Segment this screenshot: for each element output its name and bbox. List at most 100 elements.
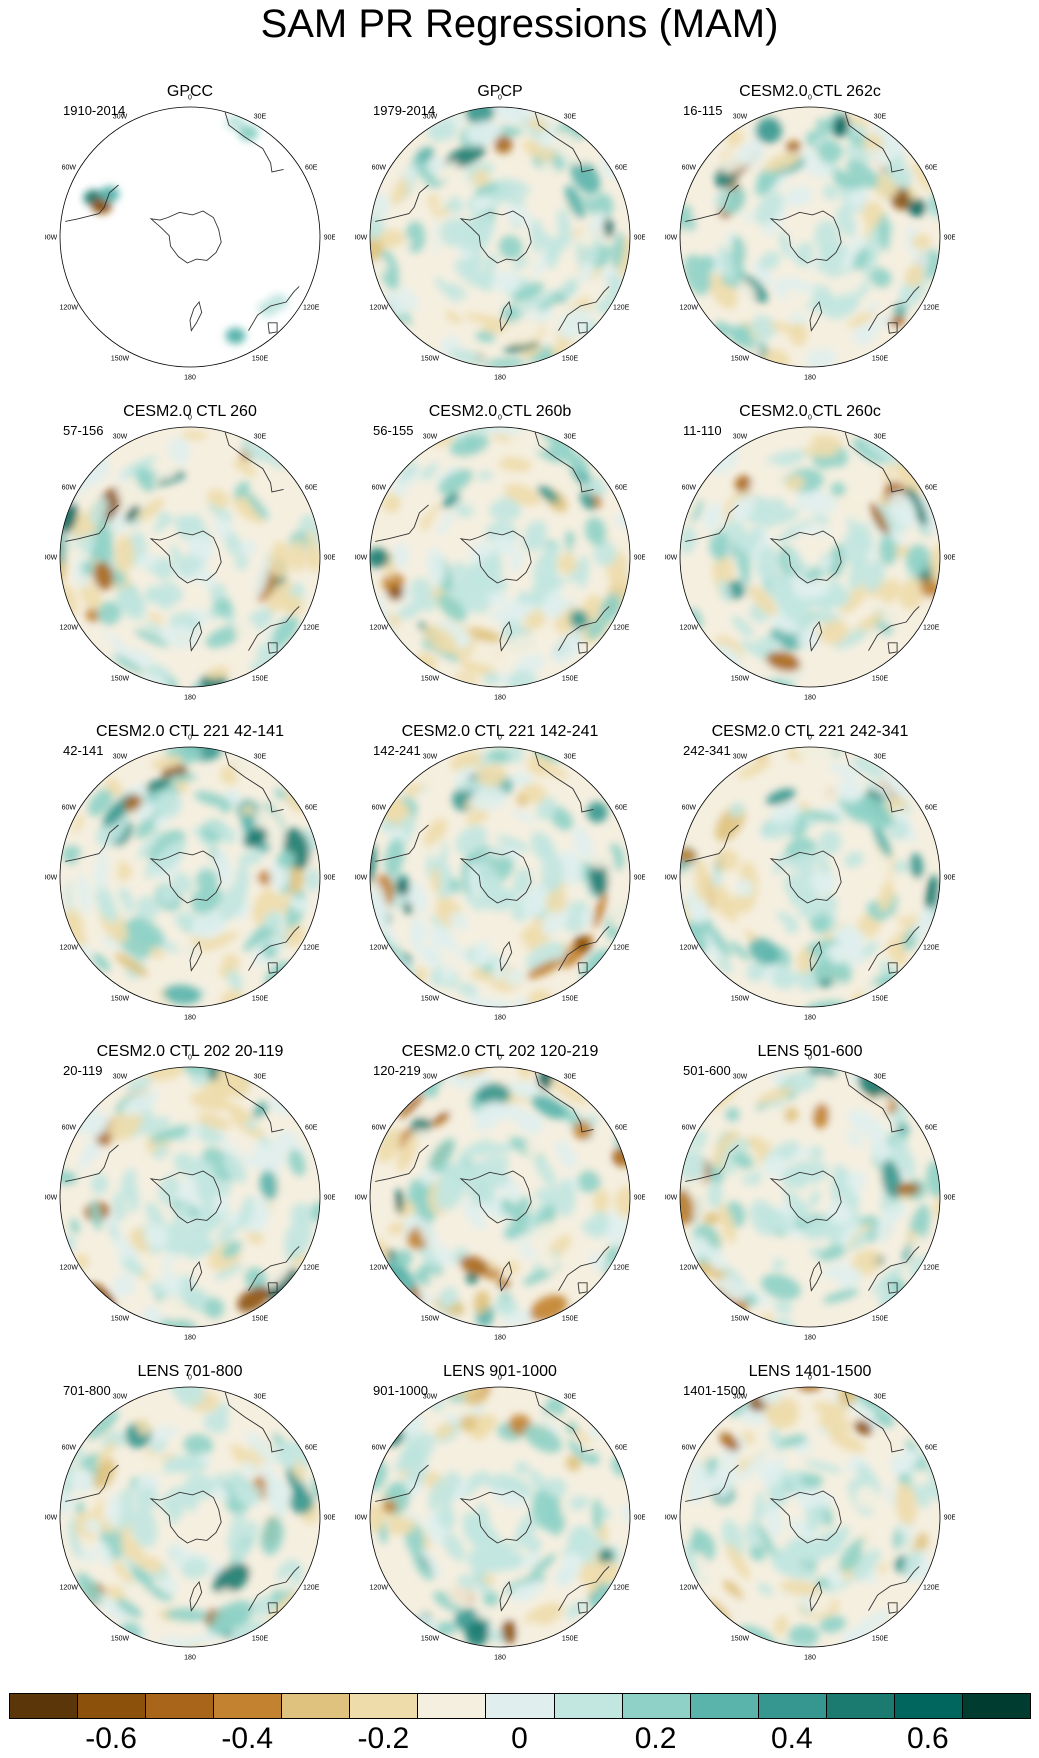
precip-anomaly bbox=[453, 673, 480, 684]
precip-anomaly bbox=[736, 878, 754, 898]
longitude-label: 30E bbox=[874, 1073, 887, 1080]
coastline bbox=[534, 112, 594, 173]
longitude-label: 90W bbox=[45, 875, 58, 882]
coastline bbox=[769, 530, 842, 584]
longitude-label: 90E bbox=[324, 235, 335, 242]
precip-anomaly bbox=[279, 1575, 293, 1592]
precip-anomaly bbox=[826, 1566, 843, 1588]
precip-anomaly bbox=[137, 829, 163, 860]
precip-anomaly bbox=[748, 938, 780, 965]
longitude-label: 150E bbox=[872, 1636, 889, 1643]
precip-anomaly bbox=[90, 1200, 102, 1231]
precip-anomaly bbox=[721, 891, 737, 924]
precip-anomaly bbox=[500, 1198, 518, 1217]
polar-map: 0 30E 60E 90E 120E 150E 180 150W 120W 90W 60W 30W bbox=[665, 735, 955, 1022]
precip-anomaly bbox=[718, 579, 732, 603]
precip-anomaly bbox=[785, 140, 801, 153]
precip-anomaly bbox=[134, 629, 169, 647]
polar-map: 0 30E 60E 90E 120E 150E 180 150W 120W 90W 60W 30W bbox=[665, 95, 955, 382]
precip-anomaly bbox=[430, 1111, 451, 1127]
precip-anomaly bbox=[680, 226, 690, 249]
coastline bbox=[248, 926, 300, 971]
precip-anomaly bbox=[99, 809, 129, 848]
precip-anomaly bbox=[822, 1288, 860, 1304]
precip-anomaly bbox=[155, 791, 182, 818]
precip-anomaly bbox=[254, 808, 285, 849]
coastline bbox=[499, 1261, 513, 1292]
precip-anomaly bbox=[577, 228, 597, 248]
coastline bbox=[844, 1392, 904, 1453]
colorbar-swatch bbox=[77, 1693, 147, 1719]
precip-anomaly bbox=[555, 245, 581, 283]
longitude-label: 120W bbox=[680, 625, 699, 632]
precip-anomaly bbox=[197, 567, 217, 590]
colorbar-swatch bbox=[281, 1693, 351, 1719]
longitude-label: 30E bbox=[564, 753, 577, 760]
precip-anomaly bbox=[832, 269, 866, 300]
precip-anomaly bbox=[840, 582, 870, 614]
longitude-label: 90E bbox=[634, 235, 645, 242]
coastline bbox=[375, 1144, 429, 1182]
map-border bbox=[59, 106, 321, 368]
precip-anomaly bbox=[370, 844, 376, 885]
precip-anomaly bbox=[835, 207, 857, 237]
precip-anomaly bbox=[212, 1563, 250, 1595]
precip-anomaly bbox=[70, 1218, 80, 1235]
precip-anomaly bbox=[598, 1548, 614, 1565]
precip-anomaly bbox=[746, 960, 766, 982]
precip-anomaly bbox=[887, 159, 913, 189]
precip-anomaly bbox=[370, 216, 386, 241]
precip-anomaly bbox=[512, 256, 529, 271]
longitude-label: 90W bbox=[665, 235, 678, 242]
precip-anomaly bbox=[116, 1598, 143, 1618]
precip-anomaly bbox=[760, 1273, 801, 1300]
precip-anomaly bbox=[487, 748, 515, 764]
precip-anomaly bbox=[881, 604, 906, 628]
precip-anomaly bbox=[768, 1428, 785, 1453]
precip-anomaly bbox=[143, 585, 162, 603]
precip-anomaly bbox=[691, 185, 710, 221]
longitude-label: 150W bbox=[421, 1636, 440, 1643]
precip-anomaly bbox=[234, 762, 267, 789]
precip-anomaly bbox=[224, 532, 242, 556]
precip-anomaly bbox=[893, 860, 911, 873]
precip-anomaly bbox=[744, 1522, 761, 1549]
longitude-label: 180 bbox=[184, 1335, 196, 1342]
coastline bbox=[375, 184, 429, 222]
longitude-label: 30W bbox=[423, 1073, 438, 1080]
precip-anomaly bbox=[243, 827, 268, 848]
coastline bbox=[149, 850, 222, 904]
precip-anomaly bbox=[773, 586, 800, 609]
longitude-label: 30E bbox=[874, 433, 887, 440]
precip-anomaly bbox=[719, 1561, 729, 1574]
precip-anomaly bbox=[863, 133, 884, 154]
precip-anomaly bbox=[769, 1241, 794, 1262]
longitude-label: 30W bbox=[423, 433, 438, 440]
coastline bbox=[65, 184, 119, 222]
precip-anomaly bbox=[812, 1103, 830, 1129]
precip-anomaly bbox=[533, 1154, 557, 1188]
precip-anomaly bbox=[503, 341, 540, 353]
longitude-label: 150W bbox=[731, 676, 750, 683]
precip-anomaly bbox=[245, 491, 269, 521]
precip-anomaly bbox=[97, 601, 121, 625]
precip-anomaly bbox=[811, 1074, 833, 1091]
map-border bbox=[679, 106, 941, 368]
precip-anomaly bbox=[180, 1557, 209, 1579]
precip-anomaly bbox=[828, 762, 862, 779]
precip-anomaly bbox=[756, 563, 769, 577]
precip-anomaly bbox=[84, 1518, 102, 1533]
coastline bbox=[459, 210, 532, 264]
precip-anomaly bbox=[238, 1195, 254, 1231]
colorbar-tick-label: 0.2 bbox=[634, 1722, 677, 1755]
precip-anomaly bbox=[466, 211, 493, 254]
precip-anomaly bbox=[524, 1602, 565, 1628]
precip-anomaly bbox=[145, 1202, 166, 1231]
map-panel: LENS 901-1000 901-1000 0 30E 60E 90E 120E 150E 1… bbox=[355, 1357, 645, 1667]
precip-anomaly bbox=[465, 892, 484, 912]
precip-anomaly bbox=[926, 1160, 940, 1199]
longitude-label: 120W bbox=[680, 1265, 699, 1272]
precip-anomaly bbox=[765, 1501, 783, 1540]
precip-anomaly bbox=[213, 848, 233, 888]
longitude-label: 60E bbox=[925, 1125, 938, 1132]
